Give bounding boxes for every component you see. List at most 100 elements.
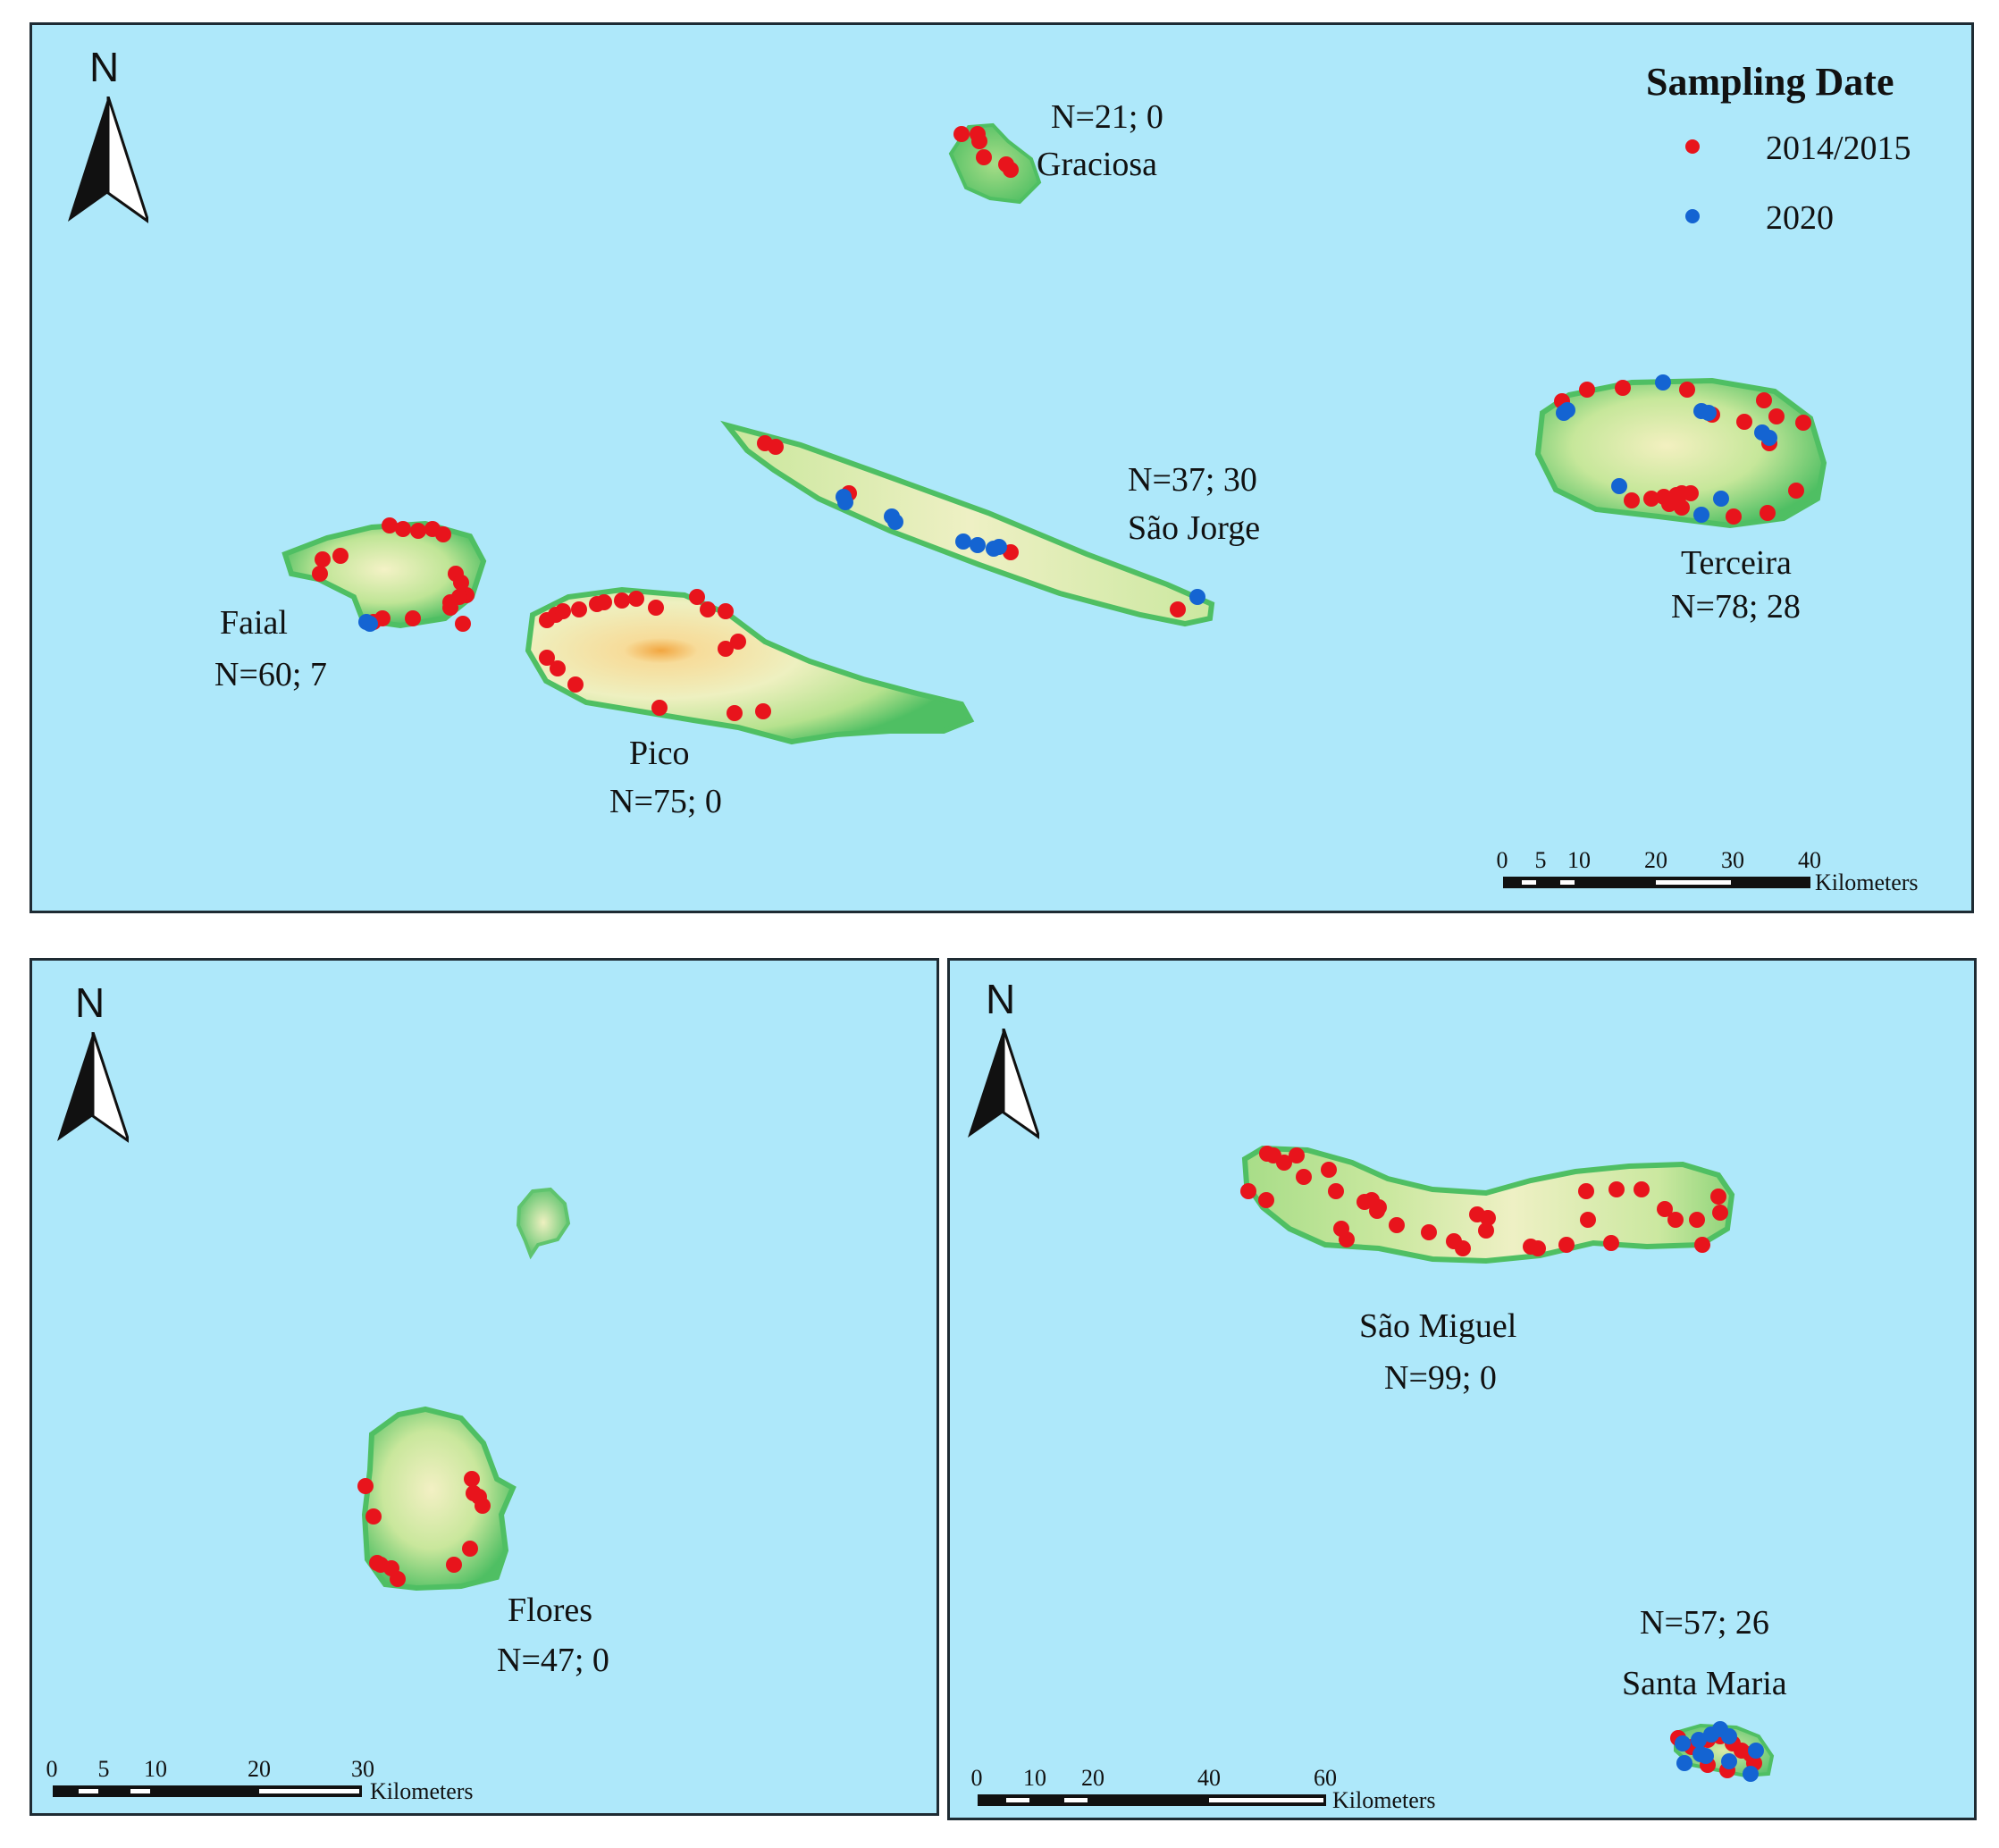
- north-label: N: [89, 44, 120, 90]
- sao-jorge-name: São Jorge: [1128, 509, 1261, 547]
- sampling-point-2020: [1556, 405, 1572, 421]
- sampling-point-2014-2015: [1726, 508, 1742, 525]
- sampling-point-2014-2015: [651, 700, 668, 716]
- sampling-point-2014-2015: [1240, 1183, 1256, 1199]
- north-label: N: [75, 979, 105, 1026]
- eastern-sampling-points: [1240, 1146, 1764, 1782]
- sampling-point-2014-2015: [727, 705, 743, 721]
- sampling-point-2014-2015: [1608, 1181, 1625, 1197]
- sampling-point-2014-2015: [768, 439, 784, 455]
- sao-jorge-count: N=37; 30: [1128, 461, 1257, 499]
- sampling-point-2014-2015: [1643, 491, 1659, 507]
- sampling-point-2014-2015: [596, 594, 612, 610]
- sampling-point-2020: [1721, 1753, 1737, 1769]
- sampling-point-2014-2015: [1328, 1183, 1344, 1199]
- sampling-point-2020: [1655, 374, 1671, 391]
- sampling-point-2020: [1721, 1728, 1737, 1744]
- sampling-point-2014-2015: [571, 601, 587, 617]
- sampling-point-2020: [1748, 1743, 1764, 1759]
- sampling-point-2014-2015: [446, 1557, 462, 1573]
- sampling-point-2014-2015: [405, 610, 421, 626]
- sampling-point-2014-2015: [1624, 492, 1640, 508]
- sampling-point-2014-2015: [1389, 1217, 1405, 1233]
- sampling-point-2014-2015: [1258, 1192, 1274, 1208]
- sampling-point-2014-2015: [464, 1471, 480, 1487]
- sampling-point-2014-2015: [1768, 408, 1785, 424]
- scale-tick: 30: [351, 1756, 374, 1782]
- sampling-point-2014-2015: [1694, 1237, 1710, 1253]
- sampling-point-2014-2015: [1689, 1212, 1705, 1228]
- scale-tick: 10: [1023, 1765, 1046, 1791]
- sampling-point-2014-2015: [628, 591, 644, 607]
- sampling-point-2014-2015: [1603, 1235, 1619, 1251]
- sampling-point-2014-2015: [539, 650, 555, 666]
- sao-miguel-count: N=99; 0: [1384, 1359, 1497, 1397]
- sampling-point-2014-2015: [1455, 1240, 1471, 1256]
- scale-tick: 30: [1721, 847, 1744, 873]
- sampling-point-2014-2015: [614, 592, 630, 609]
- central-group-map-canvas: [281, 122, 1827, 745]
- eastern-group-map: N São Miguel N=99; 0 N=57; 26 Santa Mari…: [947, 958, 1977, 1820]
- pico-name: Pico: [629, 735, 690, 772]
- sampling-point-2020: [1691, 1732, 1707, 1748]
- sampling-point-2014-2015: [442, 600, 458, 616]
- faial-name: Faial: [220, 604, 288, 642]
- sampling-point-2014-2015: [1710, 1189, 1726, 1205]
- sampling-point-2020: [362, 616, 378, 632]
- terceira-count: N=78; 28: [1671, 588, 1801, 626]
- sampling-point-2014-2015: [1679, 382, 1695, 398]
- scale-tick: 40: [1197, 1765, 1221, 1791]
- pico-island-shape: [525, 586, 975, 745]
- sampling-point-2014-2015: [1170, 601, 1186, 617]
- sampling-point-2014-2015: [1276, 1155, 1292, 1171]
- sampling-point-2014-2015: [357, 1478, 374, 1494]
- sampling-point-2014-2015: [718, 603, 734, 619]
- sampling-point-2020: [1675, 1735, 1691, 1751]
- scale-bar: 0 10 20 40 60 Kilometers: [971, 1765, 1513, 1818]
- sampling-point-2014-2015: [1579, 382, 1595, 398]
- sampling-point-2020: [1611, 478, 1627, 494]
- sampling-point-2014-2015: [1480, 1210, 1496, 1226]
- sampling-point-2020: [1189, 589, 1205, 605]
- sampling-point-2020: [1713, 491, 1729, 507]
- scale-unit: Kilometers: [1815, 869, 1919, 895]
- santa-maria-count: N=57; 26: [1640, 1604, 1769, 1642]
- sampling-point-2014-2015: [365, 1508, 382, 1525]
- sampling-point-2020: [837, 494, 853, 510]
- sampling-point-2014-2015: [455, 616, 471, 632]
- sampling-point-2014-2015: [1674, 500, 1690, 516]
- sampling-point-2014-2015: [700, 601, 716, 617]
- sao-jorge-island-shape: [720, 420, 1215, 627]
- pico-count: N=75; 0: [609, 783, 722, 820]
- scale-unit: Kilometers: [1332, 1787, 1436, 1813]
- sampling-point-2020: [1698, 1748, 1714, 1764]
- sampling-point-2014-2015: [1634, 1181, 1650, 1197]
- sampling-point-2014-2015: [435, 526, 451, 542]
- western-group-map: N Flores N=47; 0 0 5 10 20 30 Kilometers: [29, 958, 939, 1816]
- sampling-point-2014-2015: [1558, 1237, 1575, 1253]
- graciosa-count: N=21; 0: [1051, 98, 1163, 136]
- north-label: N: [986, 976, 1016, 1022]
- north-arrow-icon: [68, 97, 148, 223]
- sampling-point-2014-2015: [395, 521, 411, 537]
- scale-tick: 10: [1567, 847, 1591, 873]
- sampling-point-2020: [1743, 1766, 1759, 1782]
- north-arrow-icon: [968, 1029, 1039, 1139]
- sampling-point-2014-2015: [1371, 1199, 1387, 1215]
- faial-count: N=60; 7: [214, 656, 327, 693]
- north-arrow: N: [57, 979, 138, 1157]
- sampling-point-2020: [955, 533, 971, 550]
- sampling-point-2014-2015: [1615, 380, 1631, 396]
- sampling-point-2014-2015: [730, 634, 746, 650]
- scale-tick: 20: [1081, 1765, 1104, 1791]
- sampling-point-2014-2015: [315, 551, 331, 567]
- legend-label-2020: 2020: [1766, 199, 1834, 237]
- scale-bar-graphic: [1503, 877, 1810, 888]
- sampling-point-2014-2015: [453, 575, 469, 591]
- sampling-point-2014-2015: [1580, 1212, 1596, 1228]
- scale-bar-graphic: [978, 1794, 1326, 1806]
- scale-bar: 0 5 10 20 30 40 Kilometers: [1497, 847, 1949, 901]
- sampling-point-2014-2015: [382, 517, 398, 533]
- sampling-point-2020: [1701, 405, 1717, 421]
- sampling-point-2014-2015: [390, 1571, 406, 1587]
